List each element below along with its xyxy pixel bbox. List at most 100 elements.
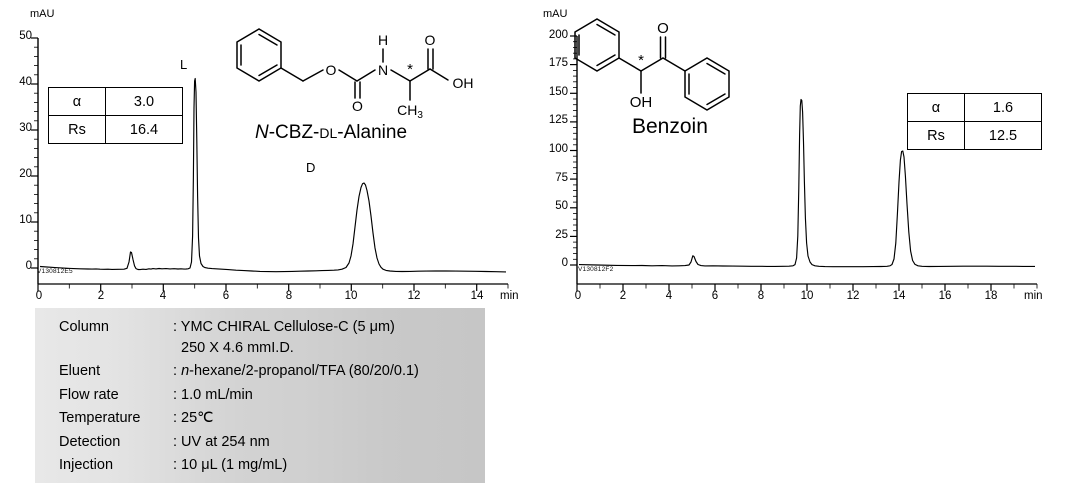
atom-label-o-carbonyl1: O: [352, 98, 363, 114]
compound-name-left-suffix: -Alanine: [337, 122, 408, 143]
panel-n-cbz-dl-alanine: mAU 50 40 30 20 10 0 0 2 4 6 8 10 12 14 …: [0, 0, 537, 483]
x-tick-0-right: 0: [574, 290, 582, 302]
condition-row-eluent-left: Eluent : n-hexane/2-propanol/TFA (80/20/…: [59, 361, 419, 385]
y-tick-50-left: 50: [19, 30, 32, 42]
atom-label-oh: OH: [453, 75, 474, 91]
condition-value-eluent-left: : n-hexane/2-propanol/TFA (80/20/0.1): [173, 363, 419, 380]
x-tick-12-left: 12: [407, 290, 421, 302]
x-tick-18-right: 18: [984, 290, 998, 302]
condition-label-detection-left: Detection: [59, 433, 121, 450]
atom-label-n: N: [378, 62, 388, 78]
alpha-key-left: α: [48, 87, 106, 116]
x-tick-6-right: 6: [711, 290, 719, 302]
condition-row-column-left: Column : YMC CHIRAL Cellulose-C (5 μm) 2…: [59, 317, 419, 361]
compound-name-left-smallcaps: DL: [319, 125, 338, 141]
eluent-italic-lead-left: n: [181, 363, 190, 380]
table-row-alpha-left: α 3.0: [48, 87, 183, 116]
y-axis-unit-right: mAU: [543, 8, 568, 20]
condition-label-eluent-left: Eluent: [59, 363, 101, 380]
y-tick-100-right: 100: [548, 143, 568, 155]
x-tick-10-right: 10: [800, 290, 814, 302]
compound-name-left-mid: -CBZ-: [268, 122, 320, 143]
condition-value-column-line2-left: 250 X 4.6 mmI.D.: [181, 339, 294, 356]
y-tick-0-right: 0: [561, 257, 568, 269]
condition-label-temperature-left: Temperature: [59, 410, 141, 427]
condition-row-flowrate-left: Flow rate : 1.0 mL/min: [59, 385, 419, 409]
y-tick-20-left: 20: [19, 168, 32, 180]
stereocenter-asterisk-benzoin: *: [638, 52, 644, 69]
rs-value-left: 16.4: [105, 115, 183, 144]
alpha-value-right: 1.6: [964, 93, 1042, 122]
condition-value-column-line1-left: : YMC CHIRAL Cellulose-C (5 μm): [173, 319, 395, 335]
condition-row-temperature-left: Temperature : 25℃: [59, 408, 419, 432]
watermark-right: V130812F2: [578, 266, 614, 273]
y-tick-25-right: 25: [555, 229, 568, 241]
benzoin-structure: O OH *: [574, 18, 730, 111]
condition-value-injection-left: : 10 μL (1 mg/mL): [173, 457, 288, 474]
condition-row-injection-left: Injection : 10 μL (1 mg/mL): [59, 455, 419, 479]
compound-name-left-prefix: N: [255, 122, 269, 143]
table-row-alpha-right: α 1.6: [907, 93, 1042, 122]
y-tick-125-right: 125: [548, 114, 568, 126]
x-tick-12-right: 12: [846, 290, 860, 302]
x-tick-8-left: 8: [285, 290, 293, 302]
y-tick-0-left: 0: [25, 260, 32, 272]
condition-label-column-left: Column: [59, 319, 109, 335]
atom-label-h: H: [378, 32, 388, 48]
atom-label-o-carbonyl2: O: [425, 32, 436, 48]
condition-value-column-left: : YMC CHIRAL Cellulose-C (5 μm) 250 X 4.…: [167, 317, 419, 361]
x-tick-0-left: 0: [35, 290, 43, 302]
y-tick-30-left: 30: [19, 122, 32, 134]
x-tick-4-right: 4: [665, 290, 673, 302]
x-tick-8-right: 8: [757, 290, 765, 302]
chromatogram-right-plot: [570, 35, 1038, 291]
x-axis-unit-right: min: [1024, 290, 1043, 302]
parameters-table-right: α 1.6 Rs 12.5: [907, 93, 1042, 150]
rs-key-left: Rs: [48, 115, 106, 144]
condition-label-flowrate-left: Flow rate: [59, 386, 119, 403]
panel-benzoin: mAU 200 175 150 125 100 75 50 25 0 0 2 4…: [537, 0, 1077, 483]
stereocenter-asterisk: *: [407, 61, 413, 78]
y-tick-40-left: 40: [19, 76, 32, 88]
atom-label-o-ester: O: [326, 62, 337, 78]
n-cbz-dl-alanine-structure: O O N H O OH CH3 *: [236, 28, 474, 121]
condition-value-detection-left: : UV at 254 nm: [173, 433, 270, 450]
rs-value-right: 12.5: [964, 121, 1042, 150]
condition-row-detection-left: Detection : UV at 254 nm: [59, 432, 419, 456]
table-row-rs-right: Rs 12.5: [907, 121, 1042, 150]
x-tick-2-left: 2: [97, 290, 105, 302]
peak-label-D: D: [306, 160, 316, 175]
atom-label-ch3: CH3: [397, 102, 423, 121]
x-tick-10-left: 10: [344, 290, 358, 302]
x-tick-6-left: 6: [222, 290, 230, 302]
compound-name-right: Benzoin: [632, 115, 708, 138]
y-tick-200-right: 200: [548, 29, 568, 41]
peak-label-L: L: [180, 57, 188, 72]
chromatogram-left: mAU 50 40 30 20 10 0 0 2 4 6 8 10 12 14 …: [0, 0, 537, 305]
y-tick-175-right: 175: [548, 57, 568, 69]
x-tick-16-right: 16: [938, 290, 952, 302]
y-tick-50-right: 50: [555, 200, 568, 212]
alpha-value-left: 3.0: [105, 87, 183, 116]
y-axis-unit-left: mAU: [30, 8, 55, 20]
y-tick-150-right: 150: [548, 86, 568, 98]
condition-label-injection-left: Injection: [59, 457, 114, 474]
x-axis-unit-left: min: [500, 290, 519, 302]
x-tick-14-left: 14: [470, 290, 484, 302]
atom-label-o-ketone: O: [657, 20, 669, 37]
alpha-key-right: α: [907, 93, 965, 122]
watermark-left: V130812E5: [37, 268, 73, 275]
y-tick-10-left: 10: [19, 214, 32, 226]
rs-key-right: Rs: [907, 121, 965, 150]
condition-value-flowrate-left: : 1.0 mL/min: [173, 386, 253, 403]
atom-label-oh-benzoin: OH: [630, 94, 653, 111]
x-tick-2-right: 2: [619, 290, 627, 302]
table-row-rs-left: Rs 16.4: [48, 115, 183, 144]
x-tick-4-left: 4: [159, 290, 167, 302]
chromatogram-left-plot: [31, 37, 509, 291]
x-tick-14-right: 14: [892, 290, 906, 302]
parameters-table-left: α 3.0 Rs 16.4: [48, 87, 183, 144]
condition-value-temperature-left: : 25℃: [173, 410, 214, 427]
y-tick-75-right: 75: [555, 172, 568, 184]
